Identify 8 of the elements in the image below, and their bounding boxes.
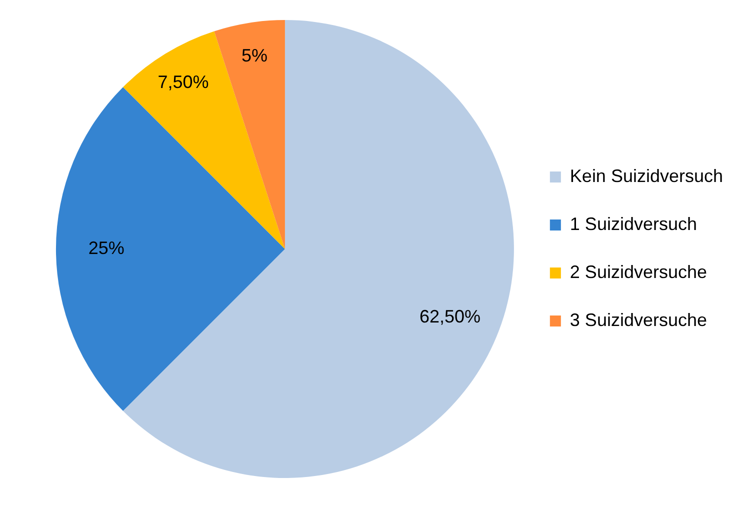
legend-label: 1 Suizidversuch (570, 214, 697, 234)
data-label: 62,50% (419, 306, 481, 326)
data-label: 25% (88, 238, 124, 258)
legend-label: 2 Suizidversuche (570, 262, 707, 282)
legend-label: Kein Suizidversuch (570, 166, 724, 186)
data-label: 5% (242, 46, 268, 66)
data-label: 7,50% (158, 72, 209, 92)
legend-label: 3 Suizidversuche (570, 310, 707, 330)
